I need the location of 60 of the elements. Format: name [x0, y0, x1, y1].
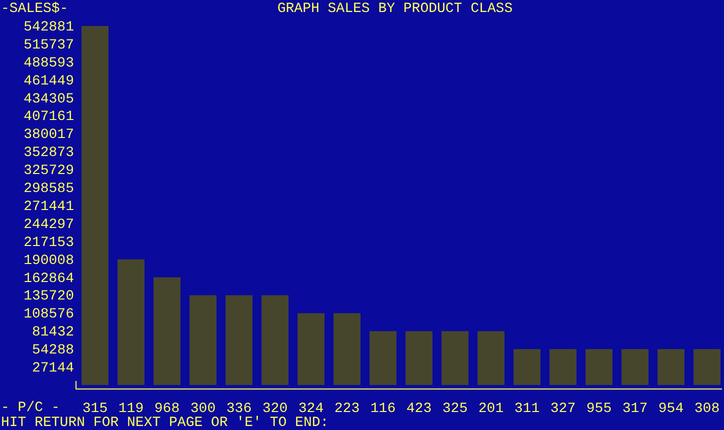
x-axis-title: - P/C - [1, 400, 60, 416]
bar [118, 259, 144, 385]
chart-title: GRAPH SALES BY PRODUCT CLASS [277, 1, 513, 17]
x-tick-label: 119 [118, 400, 144, 417]
x-tick-label: 116 [370, 400, 396, 417]
x-tick-label: 336 [226, 400, 252, 417]
y-tick-label: 54288 [32, 342, 74, 359]
bar [370, 331, 396, 385]
x-tick-label: 968 [154, 400, 180, 417]
y-tick-label: 542881 [24, 19, 74, 36]
bar [478, 331, 504, 385]
bar [550, 349, 576, 385]
bar [514, 349, 540, 385]
y-tick-label: 108576 [24, 306, 74, 323]
x-tick-label: 423 [406, 400, 432, 417]
x-tick-label: 325 [442, 400, 468, 417]
bar [262, 295, 288, 385]
bar [226, 295, 252, 385]
x-tick-label: 327 [550, 400, 576, 417]
bar [442, 331, 468, 385]
y-tick-label: 488593 [24, 55, 74, 72]
y-tick-label: 162864 [24, 270, 74, 287]
y-tick-label: 325729 [24, 163, 74, 180]
x-tick-label: 320 [262, 400, 288, 417]
y-tick-label: 515737 [24, 37, 74, 54]
bar [622, 349, 648, 385]
x-tick-label: 223 [334, 400, 360, 417]
bar [694, 349, 720, 385]
x-tick-label: 315 [82, 400, 108, 417]
y-tick-label: 461449 [24, 73, 74, 90]
y-tick-label: 352873 [24, 145, 74, 162]
bar [406, 331, 432, 385]
bar [154, 277, 180, 385]
y-tick-label: 217153 [24, 234, 74, 251]
y-tick-label: 81432 [32, 324, 74, 341]
y-tick-label: 244297 [24, 216, 74, 233]
x-tick-label: 311 [514, 400, 540, 417]
y-axis-title: -SALES$- [1, 1, 68, 17]
y-tick-label: 407161 [24, 109, 74, 126]
y-tick-label: 380017 [24, 127, 74, 144]
y-tick-label: 135720 [24, 288, 74, 305]
x-tick-label: 955 [586, 400, 612, 417]
y-tick-label: 27144 [32, 360, 74, 377]
y-tick-label: 298585 [24, 181, 74, 198]
x-tick-label: 300 [190, 400, 216, 417]
x-tick-label: 308 [694, 400, 720, 417]
x-tick-label: 324 [298, 400, 324, 417]
text: HIT RETURN FOR NEXT PAGE OR 'E' TO END: [1, 415, 329, 430]
bar [190, 295, 216, 385]
bar [298, 313, 324, 385]
bar [334, 313, 360, 385]
x-tick-label: 201 [478, 400, 504, 417]
y-tick-label: 271441 [24, 198, 74, 215]
y-tick-label: 190008 [24, 252, 74, 269]
bar [82, 26, 108, 385]
x-tick-label: 954 [658, 400, 684, 417]
bar [658, 349, 684, 385]
x-tick-label: 317 [622, 400, 648, 417]
bar [586, 349, 612, 385]
y-tick-label: 434305 [24, 91, 74, 108]
